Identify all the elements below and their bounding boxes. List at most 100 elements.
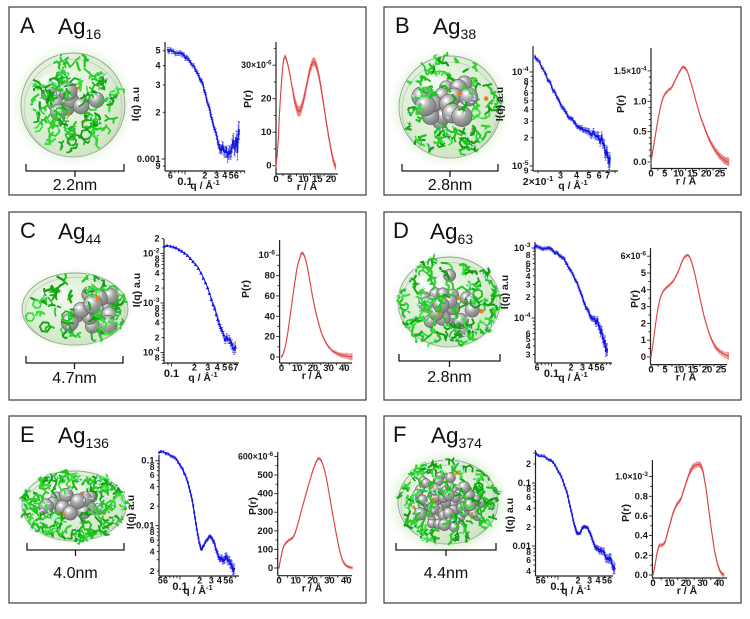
- svg-text:0.1: 0.1: [141, 456, 155, 467]
- svg-text:6: 6: [541, 576, 546, 586]
- svg-text:5: 5: [222, 363, 227, 373]
- svg-text:2: 2: [575, 576, 580, 586]
- svg-text:25: 25: [715, 169, 726, 180]
- svg-text:8: 8: [526, 547, 531, 557]
- svg-text:6: 6: [150, 470, 155, 480]
- svg-text:500: 500: [257, 470, 273, 481]
- svg-text:1.0: 1.0: [633, 96, 646, 107]
- svg-text:P(r): P(r): [247, 497, 259, 515]
- svg-text:5: 5: [586, 171, 591, 181]
- svg-text:30: 30: [697, 578, 708, 589]
- svg-text:0.1: 0.1: [544, 368, 559, 380]
- svg-text:7: 7: [605, 171, 610, 181]
- svg-text:9: 9: [524, 165, 529, 175]
- svg-text:10: 10: [674, 365, 685, 376]
- svg-text:P(r): P(r): [629, 290, 641, 308]
- svg-text:6: 6: [526, 492, 531, 502]
- svg-text:2: 2: [155, 107, 160, 117]
- svg-text:Ag136: Ag136: [58, 423, 109, 451]
- svg-text:P(r): P(r): [242, 90, 254, 108]
- svg-text:2: 2: [155, 283, 160, 293]
- svg-text:8: 8: [526, 484, 531, 494]
- svg-text:60: 60: [265, 291, 276, 302]
- svg-text:4: 4: [595, 576, 600, 586]
- svg-text:6: 6: [163, 576, 168, 586]
- svg-text:25: 25: [716, 365, 727, 376]
- svg-text:8: 8: [150, 462, 155, 472]
- svg-text:2×10-1: 2×10-1: [523, 174, 554, 188]
- svg-text:300: 300: [257, 507, 273, 518]
- svg-text:I(q) a.u: I(q) a.u: [499, 275, 511, 309]
- svg-text:P(r): P(r): [620, 504, 632, 522]
- svg-text:0.1: 0.1: [550, 581, 565, 593]
- svg-text:8: 8: [150, 527, 155, 537]
- svg-text:2.8nm: 2.8nm: [427, 369, 471, 386]
- svg-text:5: 5: [287, 174, 293, 185]
- svg-text:8: 8: [155, 352, 160, 362]
- svg-text:0.6: 0.6: [635, 511, 648, 522]
- svg-text:0: 0: [279, 363, 284, 374]
- svg-text:15: 15: [687, 169, 698, 180]
- svg-text:5: 5: [229, 171, 234, 181]
- svg-text:2: 2: [202, 171, 207, 181]
- svg-text:I(q) a.u: I(q) a.u: [494, 87, 506, 121]
- svg-text:3: 3: [587, 576, 592, 586]
- svg-text:4.0nm: 4.0nm: [53, 565, 97, 582]
- svg-text:r / Å: r / Å: [297, 180, 318, 193]
- svg-text:3: 3: [214, 171, 219, 181]
- svg-text:6: 6: [526, 259, 531, 269]
- svg-text:8: 8: [155, 303, 160, 313]
- svg-text:2: 2: [192, 363, 197, 373]
- svg-text:7: 7: [524, 82, 529, 92]
- svg-text:20: 20: [261, 94, 272, 105]
- svg-text:0: 0: [268, 563, 273, 574]
- svg-text:0.2: 0.2: [635, 550, 648, 561]
- svg-text:10-3: 10-3: [143, 297, 160, 309]
- svg-text:q / Å-1: q / Å-1: [558, 178, 588, 192]
- svg-text:1.5×10-4: 1.5×10-4: [614, 65, 647, 76]
- svg-text:5: 5: [602, 576, 607, 586]
- svg-text:2: 2: [155, 333, 160, 343]
- svg-text:20: 20: [307, 576, 318, 587]
- svg-text:0: 0: [650, 578, 655, 589]
- svg-text:P(r): P(r): [615, 95, 627, 113]
- svg-text:5: 5: [662, 169, 668, 180]
- svg-text:10: 10: [298, 174, 309, 185]
- svg-text:3: 3: [526, 350, 531, 360]
- svg-text:7: 7: [233, 363, 238, 373]
- svg-text:400: 400: [257, 489, 273, 500]
- svg-text:6: 6: [155, 309, 160, 319]
- svg-text:I(q) a.u: I(q) a.u: [131, 273, 143, 307]
- svg-text:40: 40: [265, 311, 276, 322]
- svg-text:10: 10: [261, 127, 272, 138]
- svg-text:20: 20: [308, 363, 319, 374]
- svg-text:4: 4: [150, 482, 155, 492]
- svg-text:10-4: 10-4: [512, 66, 529, 78]
- svg-text:0: 0: [641, 352, 646, 363]
- svg-text:30: 30: [323, 363, 334, 374]
- svg-text:q / Å-1: q / Å-1: [183, 583, 213, 597]
- svg-text:10: 10: [664, 578, 675, 589]
- svg-text:5: 5: [223, 576, 228, 586]
- svg-text:r / Å: r / Å: [302, 582, 323, 595]
- svg-text:3: 3: [558, 171, 563, 181]
- svg-text:2: 2: [154, 234, 159, 244]
- svg-text:6: 6: [150, 535, 155, 545]
- svg-text:4: 4: [574, 171, 579, 181]
- svg-text:2.8nm: 2.8nm: [428, 177, 472, 194]
- svg-text:10-3: 10-3: [514, 242, 531, 254]
- svg-text:A: A: [20, 13, 35, 38]
- svg-text:P(r): P(r): [240, 280, 252, 298]
- svg-text:40: 40: [341, 576, 352, 587]
- svg-text:q / Å-1: q / Å-1: [558, 370, 588, 384]
- svg-text:2: 2: [526, 522, 531, 532]
- svg-text:1: 1: [641, 335, 647, 346]
- svg-text:4: 4: [524, 104, 529, 114]
- svg-text:5: 5: [158, 576, 163, 586]
- svg-text:20: 20: [681, 578, 692, 589]
- svg-text:5: 5: [526, 334, 531, 344]
- svg-text:1.0×10-3: 1.0×10-3: [615, 471, 648, 482]
- svg-text:30×10-6: 30×10-6: [241, 60, 272, 71]
- svg-text:I(q) a.u: I(q) a.u: [125, 495, 137, 529]
- svg-text:80: 80: [265, 271, 276, 282]
